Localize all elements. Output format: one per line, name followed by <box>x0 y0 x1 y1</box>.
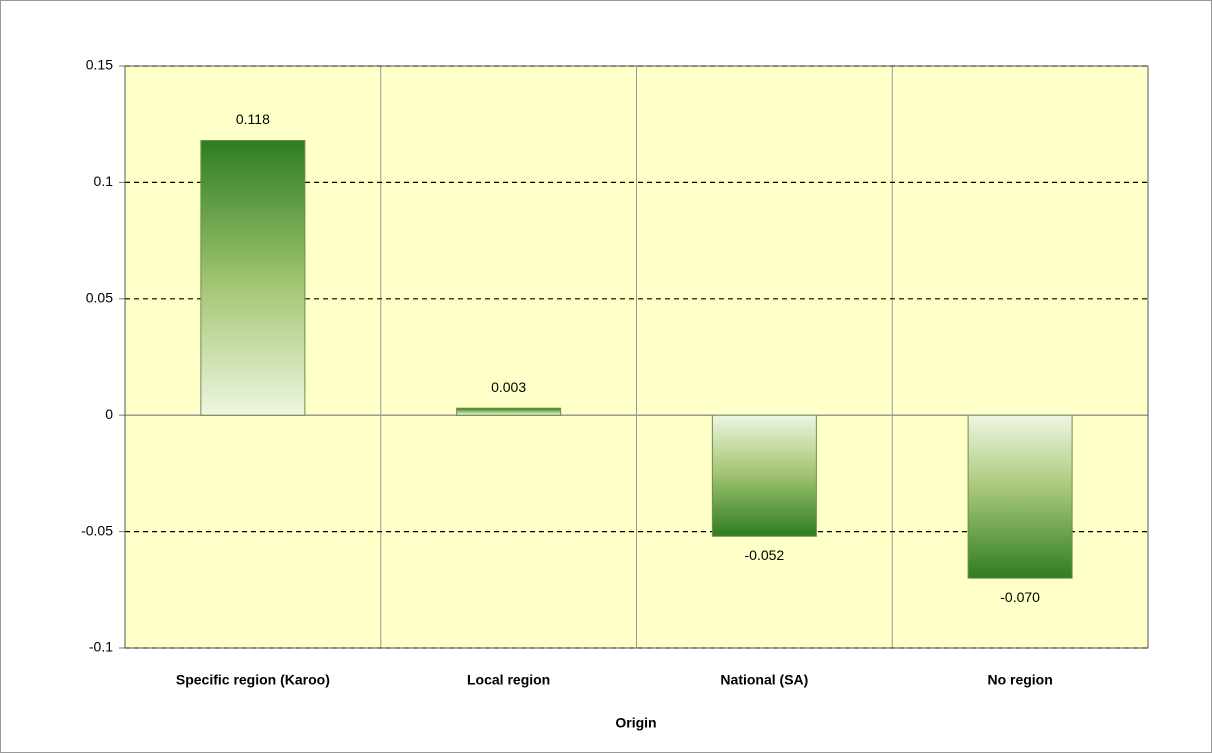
plot-border <box>124 65 1149 649</box>
bar <box>711 414 817 537</box>
bar <box>967 414 1073 579</box>
y-tick-label: -0.1 <box>89 639 113 655</box>
x-tick-label: National (SA) <box>720 672 808 688</box>
y-tick-label: 0.05 <box>86 290 113 306</box>
x-tick-label: Local region <box>467 672 550 688</box>
x-tick-label: No region <box>987 672 1052 688</box>
bar <box>200 139 306 416</box>
x-tick-label: Specific region (Karoo) <box>176 672 330 688</box>
x-axis-title: Origin <box>615 715 656 731</box>
y-tick-label: 0.15 <box>86 57 113 73</box>
y-tick-label: -0.05 <box>81 522 113 538</box>
y-tick-label: 0.1 <box>94 173 114 189</box>
bar <box>456 407 562 416</box>
y-tick-label: 0 <box>105 406 113 422</box>
data-label: -0.052 <box>745 547 785 563</box>
data-label: 0.003 <box>491 379 526 395</box>
data-label: -0.070 <box>1000 589 1040 605</box>
data-label: 0.118 <box>236 111 270 127</box>
